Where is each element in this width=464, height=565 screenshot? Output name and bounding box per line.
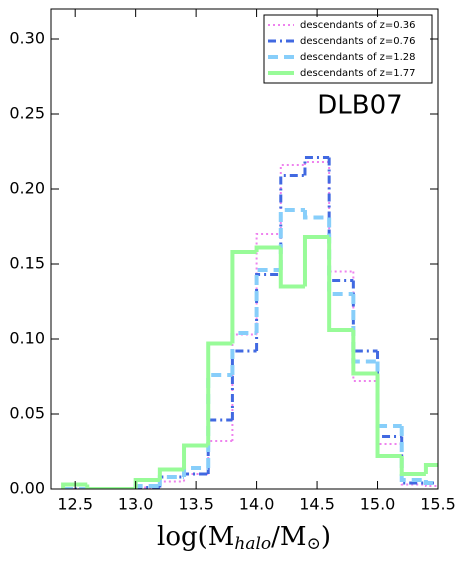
- histogram-step: [423, 480, 438, 485]
- histogram-step: [302, 235, 330, 287]
- histogram-step: [375, 373, 402, 458]
- histogram-step: [302, 210, 330, 220]
- histogram-step: [399, 456, 426, 476]
- histogram-step: [303, 156, 330, 176]
- x-axis-label: log(Mhalo/M⊙): [157, 522, 331, 554]
- x-tick-label: 13.5: [178, 495, 214, 514]
- histogram-step: [303, 161, 330, 165]
- legend-label: descendants of z=0.36: [300, 20, 416, 31]
- x-label-part: ): [321, 522, 331, 552]
- x-tick-label: 14.5: [299, 495, 335, 514]
- histogram-step: [279, 164, 305, 234]
- plot-area: [61, 156, 438, 489]
- histogram-step: [206, 341, 233, 446]
- legend: descendants of z=0.36 descendants of z=0.…: [263, 14, 433, 84]
- histogram-step: [352, 271, 378, 382]
- x-label-part: halo: [234, 534, 271, 554]
- histogram-step: [399, 426, 426, 482]
- x-label-part: log(M: [157, 522, 234, 552]
- y-tick-label: 0.20: [9, 179, 45, 198]
- y-tick-label: 0.05: [9, 404, 45, 423]
- x-tick-label: 13.0: [118, 495, 154, 514]
- x-label-part: /M: [271, 522, 306, 552]
- x-tick-label: 12.5: [57, 495, 93, 514]
- y-tick-label: 0.00: [9, 479, 45, 498]
- histogram-step: [424, 484, 438, 487]
- histogram-step: [400, 444, 426, 486]
- legend-label: descendants of z=1.28: [300, 52, 416, 63]
- histogram-step: [157, 467, 185, 480]
- y-tick-label: 0.30: [9, 29, 45, 48]
- histogram-step: [85, 484, 112, 489]
- histogram-step: [327, 237, 354, 332]
- legend-label: descendants of z=0.76: [300, 36, 416, 47]
- histogram-step: [423, 463, 438, 474]
- legend-label: descendants of z=1.77: [300, 68, 416, 79]
- histogram-step: [254, 268, 281, 333]
- x-tick-label: 14.0: [239, 495, 275, 514]
- histogram-step: [278, 247, 305, 289]
- x-tick-label: 15.0: [360, 495, 396, 514]
- histogram-step: [230, 250, 257, 344]
- x-label-part: ⊙: [307, 534, 321, 554]
- histogram-step: [255, 233, 281, 335]
- histogram-step: [327, 157, 354, 282]
- histogram-step: [61, 482, 88, 489]
- x-tick-label: 15.5: [420, 495, 456, 514]
- histogram-step: [351, 330, 378, 376]
- y-tick-label: 0.15: [9, 254, 45, 273]
- histogram-step: [279, 174, 305, 275]
- histogram-step: [254, 245, 281, 252]
- annotation: DLB07: [317, 91, 402, 121]
- y-tick-label: 0.10: [9, 329, 45, 348]
- histogram-step: [182, 443, 209, 470]
- y-tick-label: 0.25: [9, 104, 45, 123]
- histogram-step: [230, 349, 257, 420]
- plot-frame: [50, 8, 439, 490]
